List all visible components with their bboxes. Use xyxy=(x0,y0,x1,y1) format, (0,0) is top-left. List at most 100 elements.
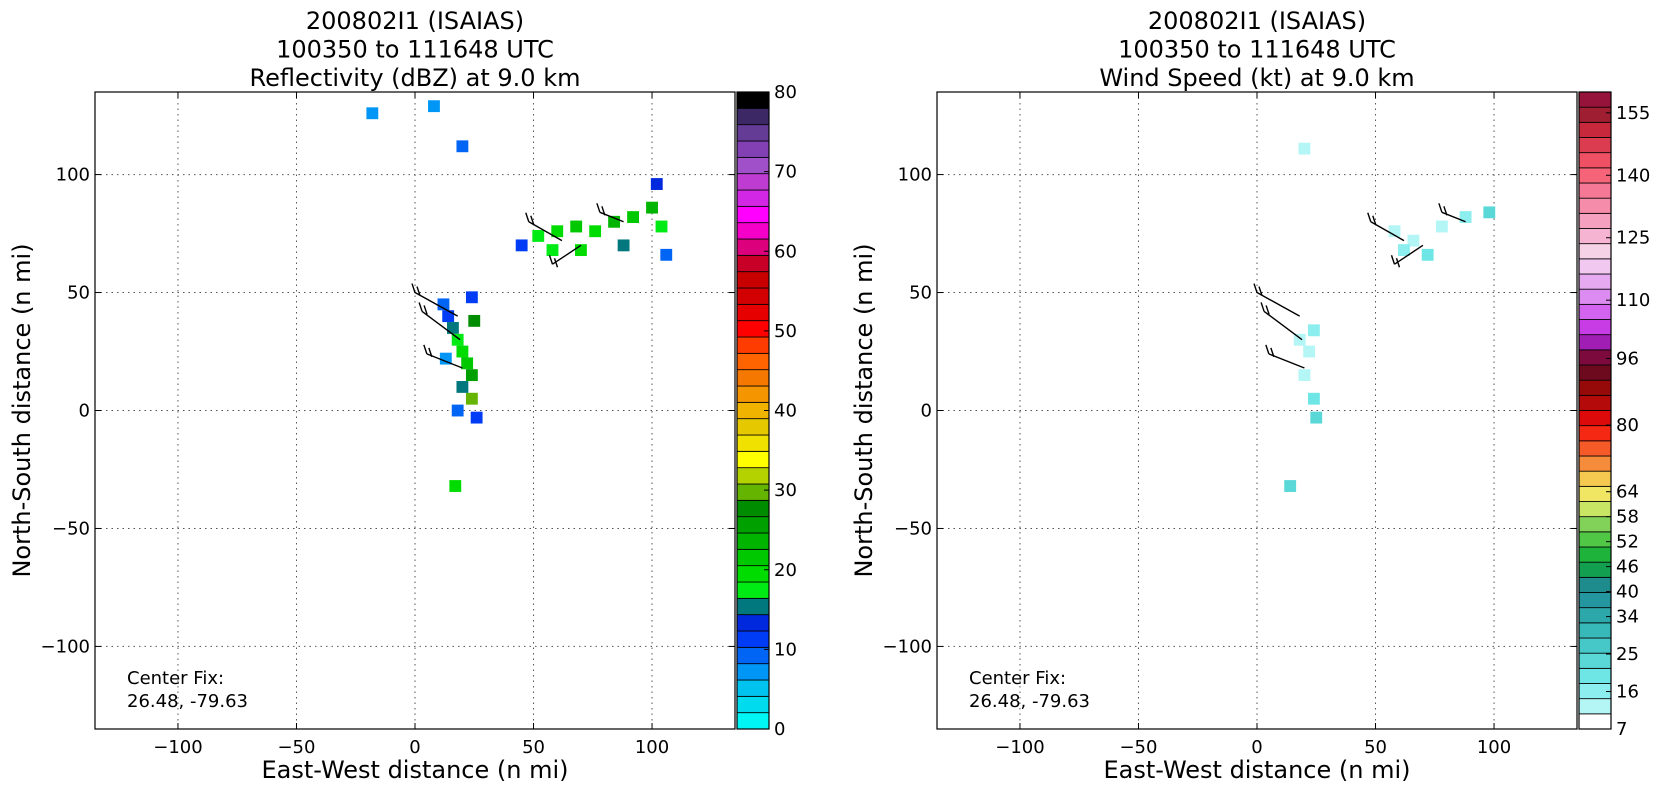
colorbar-segment xyxy=(1578,91,1612,108)
colorbar-tick-label: 52 xyxy=(1616,532,1639,553)
colorbar-segment xyxy=(1578,455,1612,472)
colorbar-segment xyxy=(736,238,770,256)
colorbar-segment xyxy=(1578,364,1612,381)
data-cell xyxy=(570,220,583,233)
data-cell xyxy=(1388,225,1401,238)
x-tick-label: 50 xyxy=(1364,737,1387,758)
x-tick-label: −100 xyxy=(153,737,202,758)
x-tick-label: 50 xyxy=(522,737,545,758)
data-cell xyxy=(1421,248,1434,261)
colorbar-segment xyxy=(1578,334,1612,351)
data-cell xyxy=(1307,324,1320,337)
wind-barb xyxy=(1260,302,1303,341)
colorbar-segment xyxy=(1578,637,1612,654)
y-tick-label: 50 xyxy=(67,283,90,304)
data-cell xyxy=(650,178,663,190)
y-tick-label: −50 xyxy=(894,518,932,539)
colorbar-segment xyxy=(736,483,770,501)
data-cell xyxy=(447,322,459,334)
wind-barb-staff xyxy=(1256,291,1301,317)
wind-barb-staff xyxy=(426,353,463,369)
wind-barb-flag xyxy=(423,305,428,315)
colorbar-segment xyxy=(736,467,770,485)
colorbar-segment xyxy=(1578,288,1612,305)
wind-barb xyxy=(423,344,463,369)
data-cell xyxy=(451,333,464,346)
colorbar-segment xyxy=(736,663,770,681)
colorbar-tick-label: 30 xyxy=(774,480,797,501)
colorbar-tick-label: 10 xyxy=(774,639,797,660)
chart-title-line: 200802I1 (ISAIAS) xyxy=(1148,7,1366,35)
colorbar-segment xyxy=(736,173,770,191)
chart-title-line: 100350 to 111648 UTC xyxy=(1118,36,1396,64)
colorbar-segment xyxy=(1578,576,1612,593)
data-cell xyxy=(1298,369,1311,382)
colorbar-tick-label: 125 xyxy=(1616,228,1650,249)
colorbar-segment xyxy=(1578,713,1612,730)
colorbar-tick-label: 70 xyxy=(774,162,797,183)
colorbar-segment xyxy=(736,91,770,109)
data-cell xyxy=(617,239,630,252)
y-tick-label: 100 xyxy=(56,165,90,186)
wind-barb-staff xyxy=(1268,353,1305,369)
x-tick-label: 0 xyxy=(1251,737,1262,758)
x-axis-label: East-West distance (n mi) xyxy=(1103,756,1410,784)
x-axis-label: East-West distance (n mi) xyxy=(261,756,568,784)
data-cell xyxy=(1407,234,1420,247)
data-cell xyxy=(655,220,668,233)
colorbar-tick-label: 34 xyxy=(1616,607,1639,628)
y-tick-label: 0 xyxy=(921,401,932,422)
colorbar-tick-label: 96 xyxy=(1616,348,1639,369)
colorbar-tick-label: 20 xyxy=(774,560,797,581)
colorbar-segment xyxy=(1578,121,1612,138)
colorbar-tick-label: 140 xyxy=(1616,165,1650,186)
wind-barb-flag xyxy=(1258,286,1263,296)
wind-barb-flag xyxy=(553,258,559,268)
colorbar-segment xyxy=(1578,258,1612,275)
chart-title-line: Reflectivity (dBZ) at 9.0 km xyxy=(250,64,581,92)
y-tick-label: 50 xyxy=(909,283,932,304)
colorbar-segment xyxy=(1578,379,1612,396)
data-cell xyxy=(1289,352,1301,365)
colorbar-segment xyxy=(736,254,770,273)
colorbar-tick-label: 16 xyxy=(1616,682,1639,703)
y-tick-label: −100 xyxy=(883,636,932,657)
wind-barb-flag xyxy=(1260,302,1265,312)
wind-barb-flag xyxy=(423,344,428,355)
data-cell xyxy=(627,211,639,223)
data-cell xyxy=(439,352,452,365)
colorbar-segment xyxy=(1578,652,1612,669)
chart-title-line: 200802I1 (ISAIAS) xyxy=(306,7,524,35)
data-cell xyxy=(465,392,478,405)
center-fix-annotation: 26.48, -79.63 xyxy=(969,691,1090,712)
wind-barb xyxy=(411,283,459,317)
colorbar-segment xyxy=(736,320,770,338)
wind-barb xyxy=(418,302,461,341)
colorbar-segment xyxy=(1578,182,1612,199)
colorbar-segment xyxy=(736,614,770,632)
data-cell xyxy=(1260,97,1273,110)
colorbar-tick-label: 40 xyxy=(774,401,797,422)
x-tick-label: 0 xyxy=(409,737,420,758)
colorbar-segment xyxy=(1578,470,1612,487)
data-cell xyxy=(451,404,464,417)
y-tick-label: −50 xyxy=(52,518,90,539)
wind-barb xyxy=(596,203,624,223)
wind-barb-flag xyxy=(1372,215,1377,225)
center-fix-annotation: Center Fix: xyxy=(127,668,224,689)
colorbar-segment xyxy=(1578,425,1612,442)
data-cell xyxy=(1293,333,1306,346)
colorbar-segment xyxy=(736,565,770,583)
colorbar-segment xyxy=(1578,197,1612,214)
colorbar-segment xyxy=(736,532,770,550)
wind-barb-staff xyxy=(552,244,582,265)
colorbar-segment xyxy=(736,205,770,224)
wind-barb-flag xyxy=(1253,283,1258,293)
wind-barb-flag xyxy=(1265,344,1270,355)
colorbar-segment xyxy=(736,222,770,240)
data-cell xyxy=(456,140,469,153)
wind-barb-flag xyxy=(428,347,433,358)
data-cell xyxy=(470,411,483,424)
colorbar-segment xyxy=(736,630,770,648)
data-cell xyxy=(1310,411,1323,424)
